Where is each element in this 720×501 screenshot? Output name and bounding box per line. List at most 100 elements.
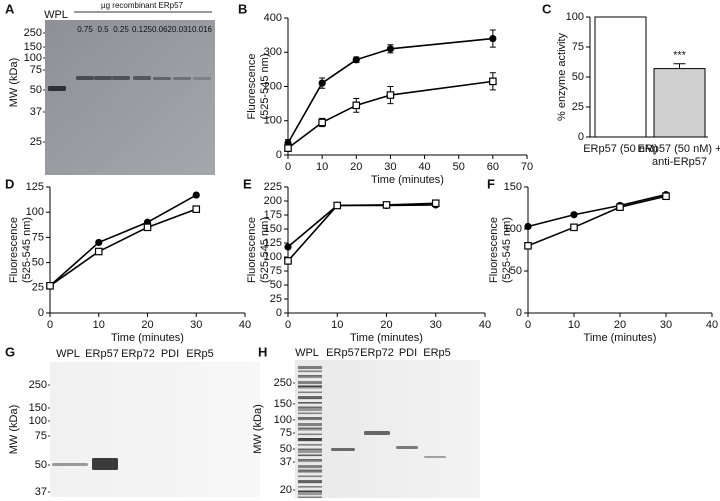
x-tick-label: 40 bbox=[479, 319, 491, 331]
gel-band bbox=[298, 397, 322, 400]
mw-label: 37 bbox=[280, 456, 292, 468]
gel-band bbox=[298, 406, 322, 409]
gel-band bbox=[76, 76, 94, 80]
mw-label: 50 bbox=[35, 459, 47, 471]
y-tick-label: 50 bbox=[270, 279, 282, 291]
x-tick-label: 10 bbox=[93, 319, 105, 331]
data-point bbox=[382, 201, 391, 209]
y-tick-label: 25 bbox=[32, 282, 44, 294]
mw-label: 75 bbox=[280, 427, 292, 439]
error-bar bbox=[673, 63, 686, 69]
x-tick-label: 40 bbox=[239, 319, 251, 331]
gel-band bbox=[52, 463, 88, 466]
lane-label: WPL bbox=[56, 348, 80, 360]
y-tick-label: 50 bbox=[32, 257, 44, 269]
data-point bbox=[143, 223, 152, 232]
y-tick-label: 125 bbox=[26, 181, 44, 193]
lane-label: 0.125 bbox=[132, 25, 153, 34]
data-line bbox=[287, 204, 436, 248]
y-tick-label: 75 bbox=[32, 231, 44, 243]
gel-band bbox=[298, 381, 322, 385]
lane-label: WPL bbox=[44, 9, 68, 21]
bar bbox=[653, 68, 706, 138]
lane-label: PDI bbox=[161, 348, 179, 360]
lane-label: ERp57 bbox=[326, 347, 360, 359]
y-tick-label: 100 bbox=[504, 223, 522, 235]
gel-band bbox=[298, 439, 322, 442]
y-axis-label: (525-545 nm) bbox=[259, 53, 271, 119]
mw-label: 150 bbox=[274, 398, 292, 410]
y-tick-label: 200 bbox=[264, 195, 282, 207]
data-point bbox=[570, 211, 578, 219]
panel-label: A bbox=[5, 1, 15, 16]
gel-band bbox=[298, 450, 322, 454]
data-point bbox=[570, 223, 578, 232]
data-point bbox=[46, 281, 54, 290]
data-point bbox=[386, 91, 395, 99]
gel-band bbox=[298, 490, 322, 493]
gel-band bbox=[298, 376, 322, 379]
y-tick-label: 200 bbox=[264, 80, 282, 92]
lane-label: PDI bbox=[399, 347, 417, 359]
mw-label: 37 bbox=[35, 486, 47, 498]
x-tick-label: 60 bbox=[487, 161, 499, 173]
y-tick-label: 0 bbox=[276, 307, 282, 319]
gel-image bbox=[50, 362, 260, 497]
y-axis-label: MW (kDa) bbox=[8, 58, 20, 108]
x-tick-label: 20 bbox=[614, 319, 626, 331]
data-point bbox=[318, 79, 326, 87]
lane-label: WPL bbox=[295, 347, 319, 359]
panel-label: B bbox=[238, 1, 247, 16]
gel-band bbox=[298, 465, 322, 469]
gel-band bbox=[112, 76, 130, 80]
mw-label: 50 bbox=[280, 443, 292, 455]
y-axis-label: (525-545 nm) bbox=[501, 217, 513, 283]
lane-label: 0.016 bbox=[192, 25, 213, 34]
y-tick-label: 50 bbox=[510, 265, 522, 277]
gel-band bbox=[298, 387, 322, 389]
gel-band bbox=[298, 444, 322, 446]
panel-label: D bbox=[5, 176, 14, 191]
y-tick-label: 100 bbox=[264, 115, 282, 127]
y-tick-label: 125 bbox=[264, 237, 282, 249]
panel-label: H bbox=[258, 344, 267, 359]
lane-label: ERp57 bbox=[85, 348, 119, 360]
x-tick-label: 40 bbox=[706, 319, 718, 331]
gel-band bbox=[153, 77, 171, 80]
gel-band bbox=[298, 433, 322, 436]
y-tick-label: 50 bbox=[572, 71, 584, 83]
x-tick-label: 50 bbox=[453, 161, 465, 173]
y-tick-label: 25 bbox=[572, 101, 584, 113]
x-tick-label: 10 bbox=[316, 161, 328, 173]
x-tick-label: 0 bbox=[285, 161, 291, 173]
data-point bbox=[284, 243, 292, 251]
x-tick-label: 10 bbox=[568, 319, 580, 331]
gel-band bbox=[298, 391, 322, 394]
gel-band bbox=[298, 412, 322, 415]
gel-band bbox=[396, 446, 418, 449]
lane-label: 0.062 bbox=[152, 25, 173, 34]
bar bbox=[594, 16, 647, 138]
x-tick-label: 0 bbox=[285, 319, 291, 331]
data-point bbox=[489, 77, 497, 86]
gel-band bbox=[298, 423, 322, 427]
gel-band bbox=[298, 429, 322, 431]
gel-band bbox=[298, 454, 322, 457]
data-line bbox=[287, 202, 436, 262]
data-point bbox=[352, 56, 360, 64]
mw-label: 100 bbox=[274, 414, 292, 426]
gel-band bbox=[298, 385, 322, 388]
data-point bbox=[94, 247, 103, 256]
data-line bbox=[49, 208, 197, 287]
y-tick-label: 75 bbox=[572, 41, 584, 53]
gel-band bbox=[298, 448, 322, 451]
y-tick-label: 25 bbox=[270, 293, 282, 305]
gel-band bbox=[298, 475, 322, 478]
y-tick-label: 150 bbox=[504, 181, 522, 193]
gel-band bbox=[48, 86, 66, 91]
gel-band bbox=[298, 469, 322, 472]
y-tick-label: 75 bbox=[270, 265, 282, 277]
gel-band bbox=[298, 375, 322, 377]
gel-band bbox=[424, 456, 446, 458]
